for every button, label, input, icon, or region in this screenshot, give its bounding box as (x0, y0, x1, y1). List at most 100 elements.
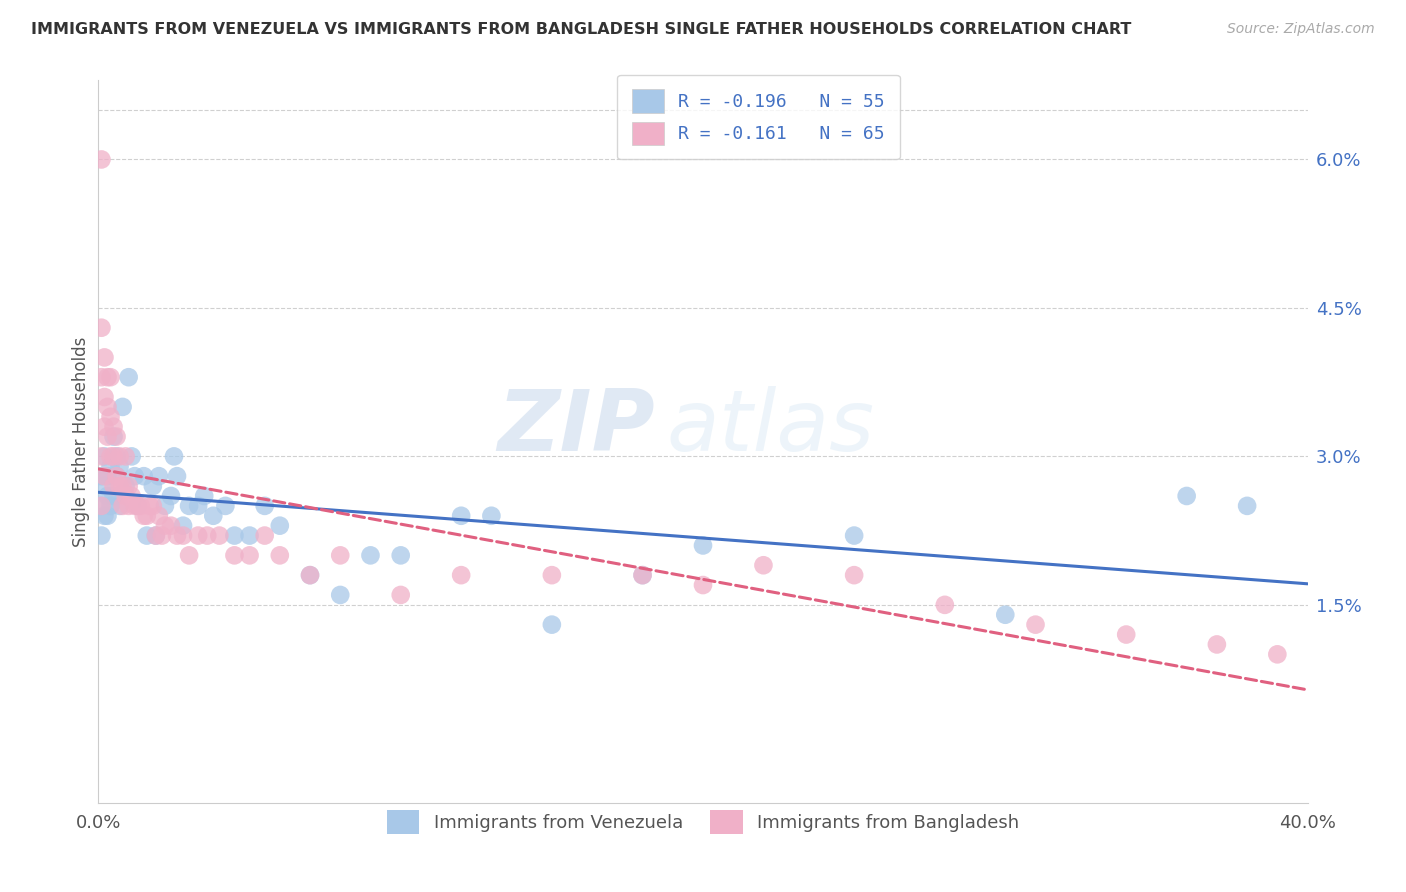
Point (90, 450, 112, 464)
Point (239, 549, 262, 563)
Point (118, 499, 141, 513)
Point (160, 489, 183, 503)
Point (93, 390, 115, 404)
Point (692, 578, 714, 592)
Point (481, 508, 503, 523)
Point (214, 499, 236, 513)
Point (96, 429, 118, 443)
Point (93, 479, 115, 493)
Point (96, 370, 118, 384)
Point (179, 499, 201, 513)
Point (96, 508, 118, 523)
Point (90, 528, 112, 542)
Point (118, 370, 141, 384)
Point (269, 549, 291, 563)
Point (179, 549, 201, 563)
Point (90, 320, 112, 334)
Point (108, 459, 131, 474)
Text: Source: ZipAtlas.com: Source: ZipAtlas.com (1227, 22, 1375, 37)
Point (135, 528, 157, 542)
Point (540, 568, 562, 582)
Point (121, 450, 143, 464)
Point (105, 469, 128, 483)
Point (1267, 648, 1289, 662)
Point (360, 549, 382, 563)
Point (1024, 617, 1046, 632)
Point (114, 489, 136, 503)
Point (450, 508, 472, 523)
Text: IMMIGRANTS FROM VENEZUELA VS IMMIGRANTS FROM BANGLADESH SINGLE FATHER HOUSEHOLDS: IMMIGRANTS FROM VENEZUELA VS IMMIGRANTS … (31, 22, 1132, 37)
Point (111, 479, 134, 493)
Point (105, 469, 128, 483)
Point (93, 469, 115, 483)
Point (195, 528, 218, 542)
Point (208, 528, 231, 542)
Point (193, 489, 215, 503)
Point (145, 528, 167, 542)
Point (692, 539, 714, 553)
Point (100, 499, 122, 513)
Point (90, 370, 112, 384)
Point (389, 549, 412, 563)
Point (108, 450, 131, 464)
Point (224, 528, 246, 542)
Point (135, 508, 157, 523)
Point (100, 450, 122, 464)
Point (96, 489, 118, 503)
Point (148, 469, 170, 483)
Point (103, 479, 125, 493)
Point (172, 528, 194, 542)
Point (150, 528, 173, 542)
Point (163, 450, 186, 464)
Point (108, 479, 131, 493)
Point (540, 617, 562, 632)
Point (145, 528, 167, 542)
Point (450, 568, 472, 582)
Point (93, 508, 115, 523)
Point (994, 607, 1017, 622)
Point (124, 469, 146, 483)
Point (160, 518, 183, 533)
Point (253, 499, 276, 513)
Point (1236, 499, 1258, 513)
Point (90, 469, 112, 483)
Point (389, 588, 412, 602)
Point (124, 499, 146, 513)
Point (100, 459, 122, 474)
Text: atlas: atlas (666, 385, 875, 468)
Point (103, 450, 125, 464)
Point (166, 469, 188, 483)
Point (108, 499, 131, 513)
Legend: Immigrants from Venezuela, Immigrants from Bangladesh: Immigrants from Venezuela, Immigrants fr… (380, 803, 1026, 841)
Point (329, 549, 352, 563)
Point (129, 499, 152, 513)
Point (139, 499, 162, 513)
Point (187, 528, 209, 542)
Text: ZIP: ZIP (496, 385, 655, 468)
Point (1206, 637, 1229, 651)
Point (90, 499, 112, 513)
Point (269, 518, 291, 533)
Point (153, 499, 176, 513)
Point (90, 499, 112, 513)
Point (934, 598, 956, 612)
Point (103, 489, 125, 503)
Point (111, 400, 134, 414)
Point (299, 568, 322, 582)
Point (844, 528, 866, 542)
Point (224, 549, 246, 563)
Point (100, 370, 122, 384)
Point (114, 479, 136, 493)
Point (142, 479, 165, 493)
Point (105, 450, 128, 464)
Y-axis label: Single Father Households: Single Father Households (72, 336, 90, 547)
Point (132, 508, 155, 523)
Point (121, 489, 143, 503)
Point (148, 508, 170, 523)
Point (299, 568, 322, 582)
Point (103, 429, 125, 443)
Point (96, 469, 118, 483)
Point (105, 429, 128, 443)
Point (111, 499, 134, 513)
Point (1175, 489, 1198, 503)
